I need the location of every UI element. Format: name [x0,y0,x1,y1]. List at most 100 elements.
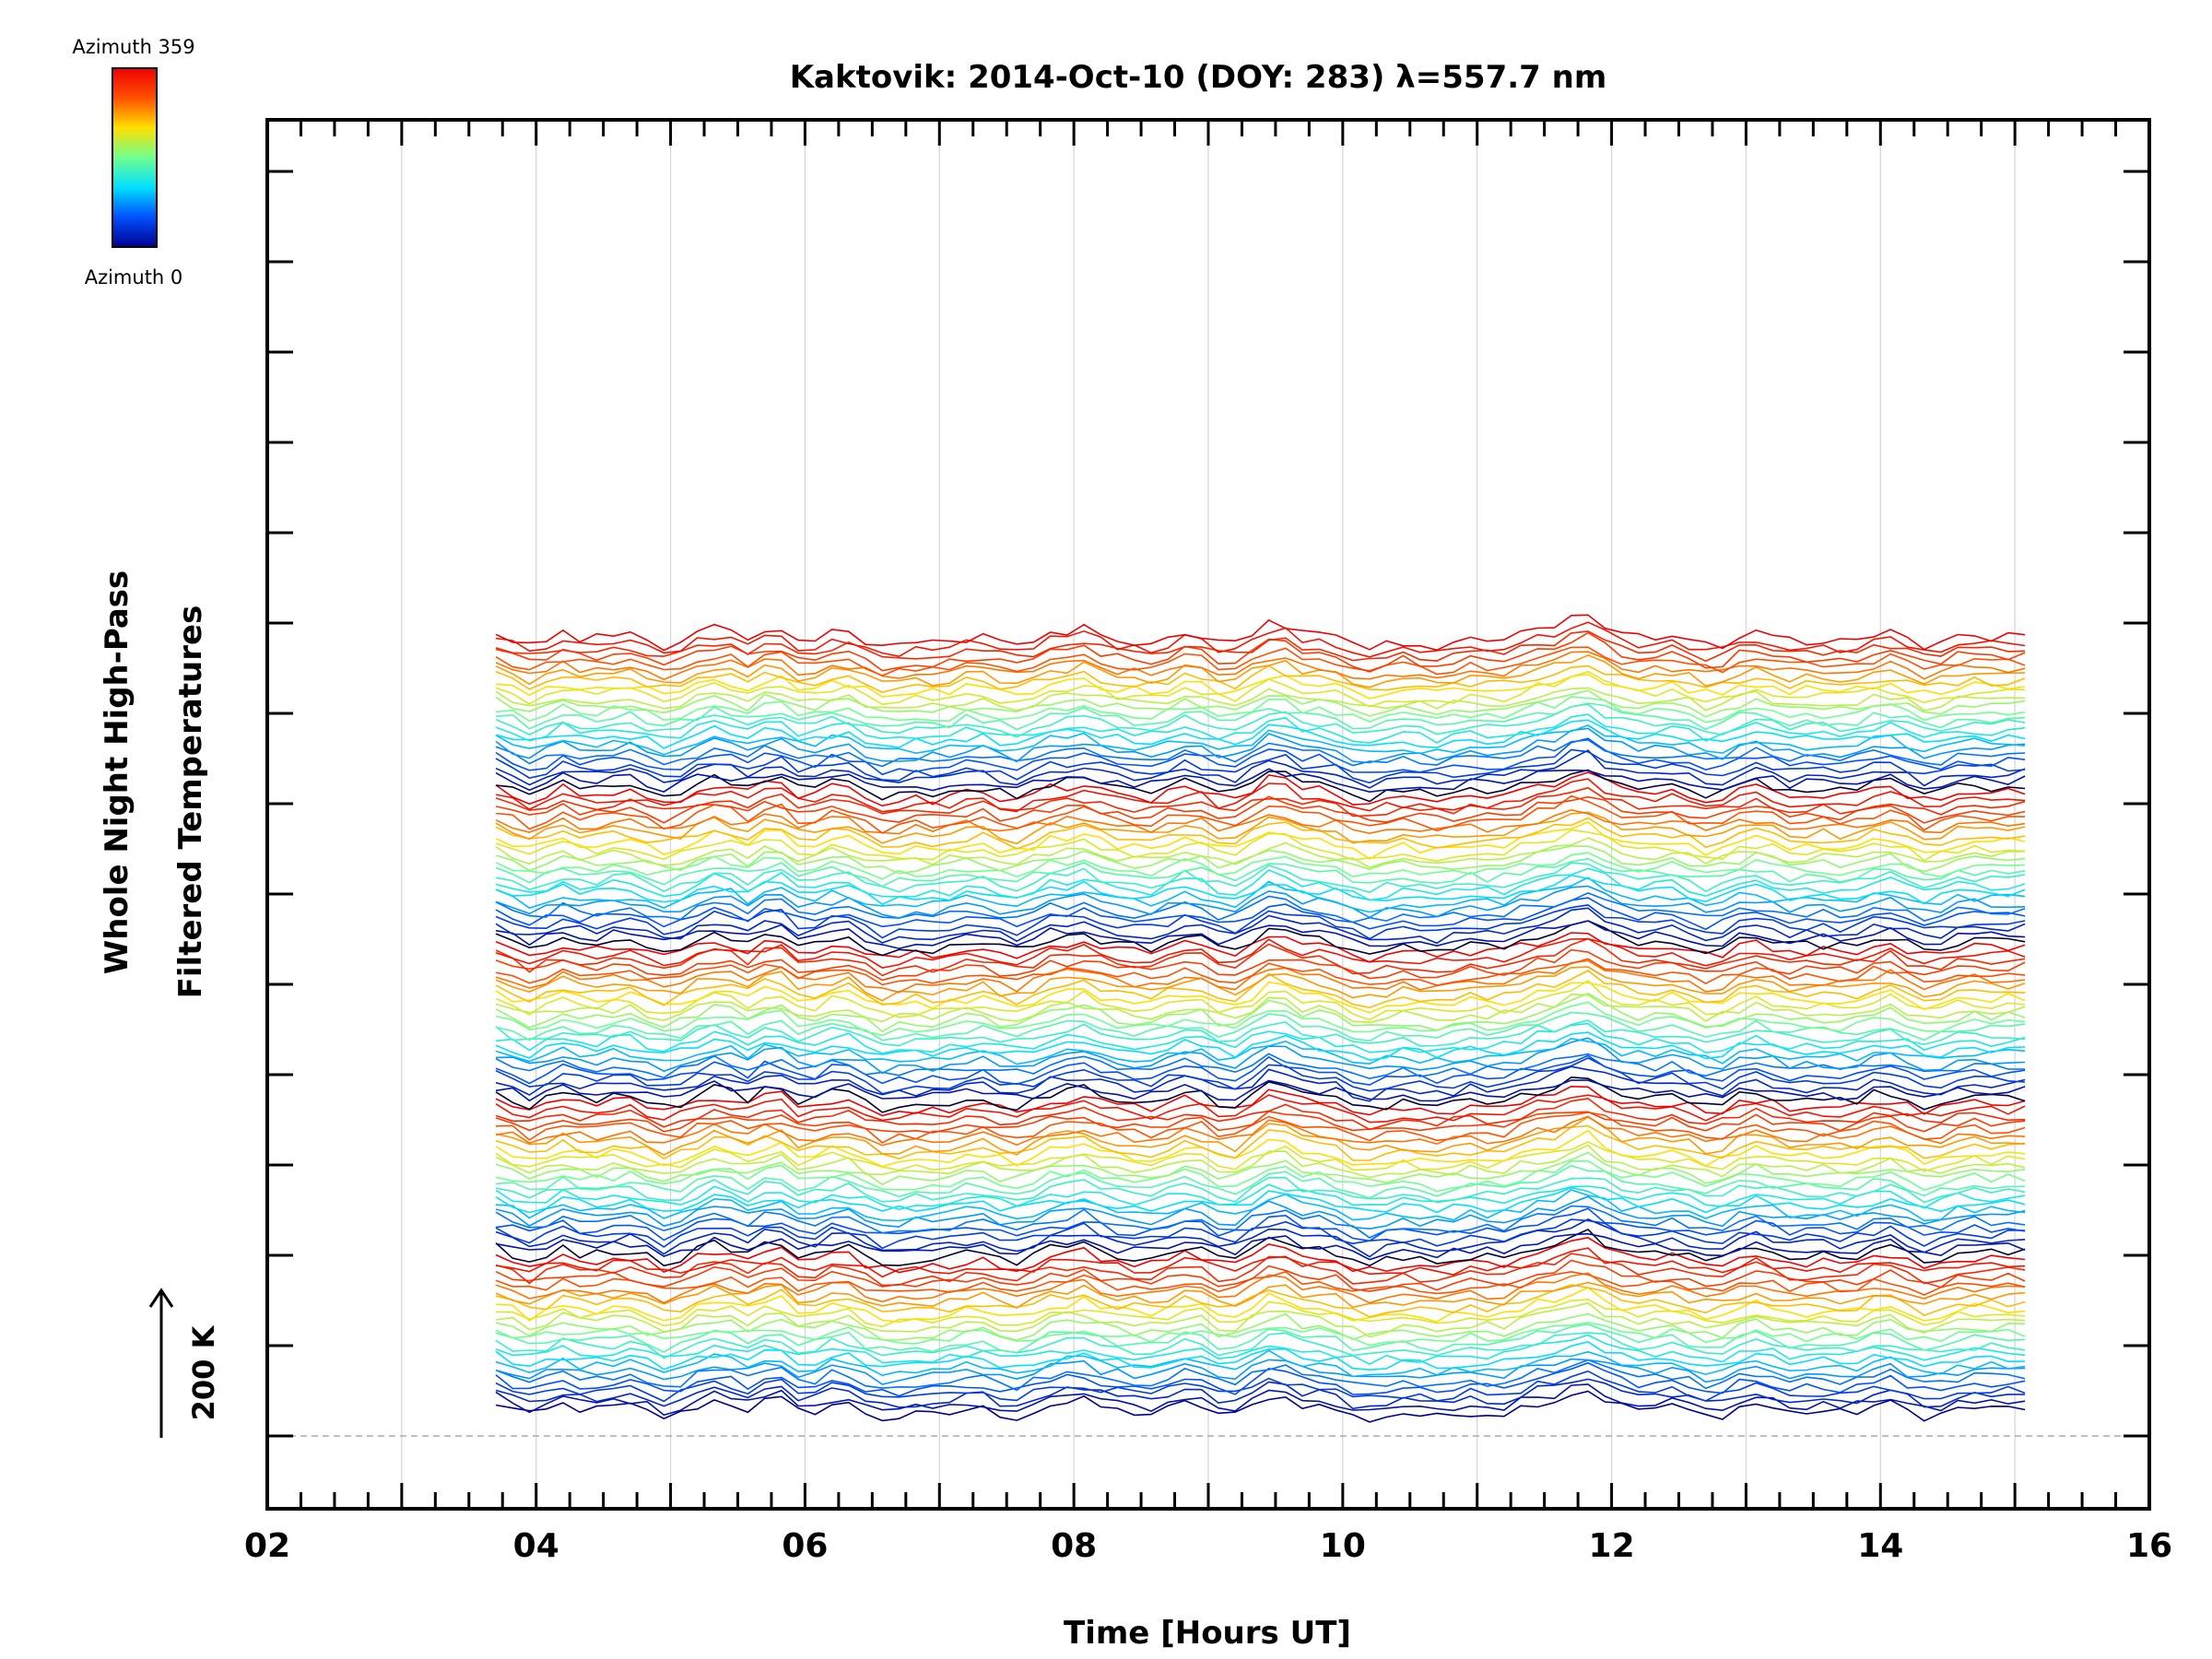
series-line [495,665,2026,694]
series-line [495,1323,2026,1354]
series-line [495,1011,2026,1042]
series-line [495,1129,2026,1168]
grid-layer [401,120,2016,1509]
series-line [495,738,2026,768]
series-line [495,1195,2026,1230]
series-line [495,1287,2026,1324]
x-tick-label: 10 [1320,1527,1366,1565]
series-line [495,981,2026,1014]
series-line [495,1001,2026,1037]
series-line [495,702,2026,731]
x-tick-label: 14 [1857,1527,1903,1565]
series-line [495,794,2026,834]
x-tick-label: 02 [244,1527,290,1565]
series-line [495,1247,2026,1278]
series-line [495,1232,2026,1261]
x-axis-title: Time [Hours UT] [1064,1615,1351,1652]
series-line [495,748,2026,784]
series-line [495,1183,2026,1211]
y-axis-title-line-2: Filtered Temperatures [172,606,209,999]
series-line [495,1112,2026,1144]
series-line [495,1065,2026,1102]
series-line [495,1205,2026,1239]
series-line [495,966,2026,1002]
series-line [495,769,2026,803]
series-line [495,979,2026,1021]
chart-title: Kaktovik: 2014-Oct-10 (DOY: 283) λ=557.7… [790,59,1607,96]
series-line [495,937,2026,977]
y-axis-title-line-1: Whole Night High-Pass [99,571,135,975]
series-line [495,948,2026,982]
series-line [495,719,2026,749]
series-line [495,959,2026,994]
series-line [495,1094,2026,1124]
series-line [495,646,2026,677]
series-line [495,696,2026,724]
series-line [495,1370,2026,1403]
series-line [495,1141,2026,1172]
series-line [495,867,2026,901]
series-line [495,795,2026,824]
series-line [495,1332,2026,1359]
x-tick-label: 08 [1051,1527,1097,1565]
series-line [495,768,2026,794]
scale-bar: 200 K [148,1288,221,1438]
series-line [495,1098,2026,1131]
series-line [495,993,2026,1024]
series-line [495,1358,2026,1385]
colorbar [112,67,158,248]
series-line [495,1383,2026,1417]
series-line [495,1207,2026,1242]
y-axis-title: Whole Night High-Pass Filtered Temperatu… [99,571,209,999]
series-line [495,1259,2026,1292]
x-tick-labels: 02 04 06 08 10 12 14 16 [244,1527,2172,1565]
colorbar-legend: Azimuth 359 Azimuth 0 [72,36,194,288]
series-line [495,1022,2026,1054]
series-line [495,1237,2026,1274]
series-layer [495,614,2026,1423]
axis-ticks [265,120,2151,1509]
scale-arrow-head [148,1288,174,1308]
series-line [495,689,2026,718]
series-line [495,786,2026,818]
scale-label: 200 K [186,1324,221,1420]
series-line [495,829,2026,863]
series-line [495,1378,2026,1410]
series-line [495,1079,2026,1102]
series-line [495,1349,2026,1378]
series-line [495,727,2026,764]
series-line [495,808,2026,835]
series-line [495,1359,2026,1392]
series-line [495,673,2026,700]
series-line [495,1361,2026,1397]
series-line [495,1229,2026,1267]
series-line [495,631,2026,673]
series-line [495,778,2026,813]
series-line [495,771,2026,807]
series-line [495,920,2026,957]
series-line [495,857,2026,888]
series-line [495,703,2026,738]
series-line [495,630,2026,663]
colorbar-top-label: Azimuth 359 [72,36,194,58]
series-line [495,1164,2026,1199]
series-line [495,1312,2026,1341]
plot-area: 02 04 06 08 10 12 14 16 [244,118,2172,1565]
series-line [495,1272,2026,1304]
series-line [495,897,2026,931]
series-line [495,1076,2026,1113]
series-line [495,621,2026,658]
series-line [495,724,2026,756]
series-line [495,737,2026,776]
series-line [495,654,2026,688]
series-line [495,1144,2026,1179]
series-line [495,811,2026,845]
colorbar-bottom-label: Azimuth 0 [85,266,183,288]
series-line [495,1085,2026,1117]
series-line [495,713,2026,745]
series-line [495,1124,2026,1161]
series-line [495,993,2026,1033]
series-line [495,1186,2026,1214]
series-line [495,1340,2026,1371]
series-line [495,1111,2026,1134]
